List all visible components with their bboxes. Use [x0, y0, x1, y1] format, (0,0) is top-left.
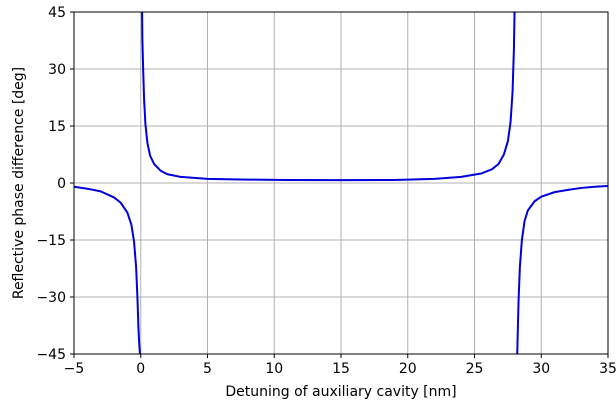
x-tick-label: −5	[64, 361, 85, 377]
y-tick-label: −45	[36, 347, 66, 363]
x-tick-label: 10	[265, 361, 283, 377]
tick-labels: −5 0 5 10 15 20 25 30 35 −45 −30 −15 0 15 30 45	[36, 5, 616, 377]
x-axis-label: Detuning of auxiliary cavity [nm]	[225, 384, 456, 400]
x-tick-label: 30	[532, 361, 550, 377]
series-line-3	[516, 185, 608, 354]
y-tick-label: 30	[48, 62, 66, 78]
x-tick-label: 5	[203, 361, 212, 377]
plot-area	[74, 12, 608, 354]
y-tick-label: 45	[48, 5, 66, 21]
grid-lines	[73, 11, 609, 355]
tick-marks	[70, 11, 609, 358]
series-line-2	[141, 12, 516, 182]
y-tick-label: 0	[57, 176, 66, 192]
y-axis-label: Reflective phase difference [deg]	[11, 67, 27, 299]
x-tick-label: 25	[466, 361, 484, 377]
y-tick-label: −30	[36, 290, 66, 306]
x-tick-label: 15	[332, 361, 350, 377]
x-tick-label: 35	[599, 361, 616, 377]
x-tick-label: 0	[136, 361, 145, 377]
series-line-1	[74, 185, 142, 354]
x-tick-label: 20	[399, 361, 417, 377]
y-tick-label: −15	[36, 233, 66, 249]
y-tick-label: 15	[48, 119, 66, 135]
